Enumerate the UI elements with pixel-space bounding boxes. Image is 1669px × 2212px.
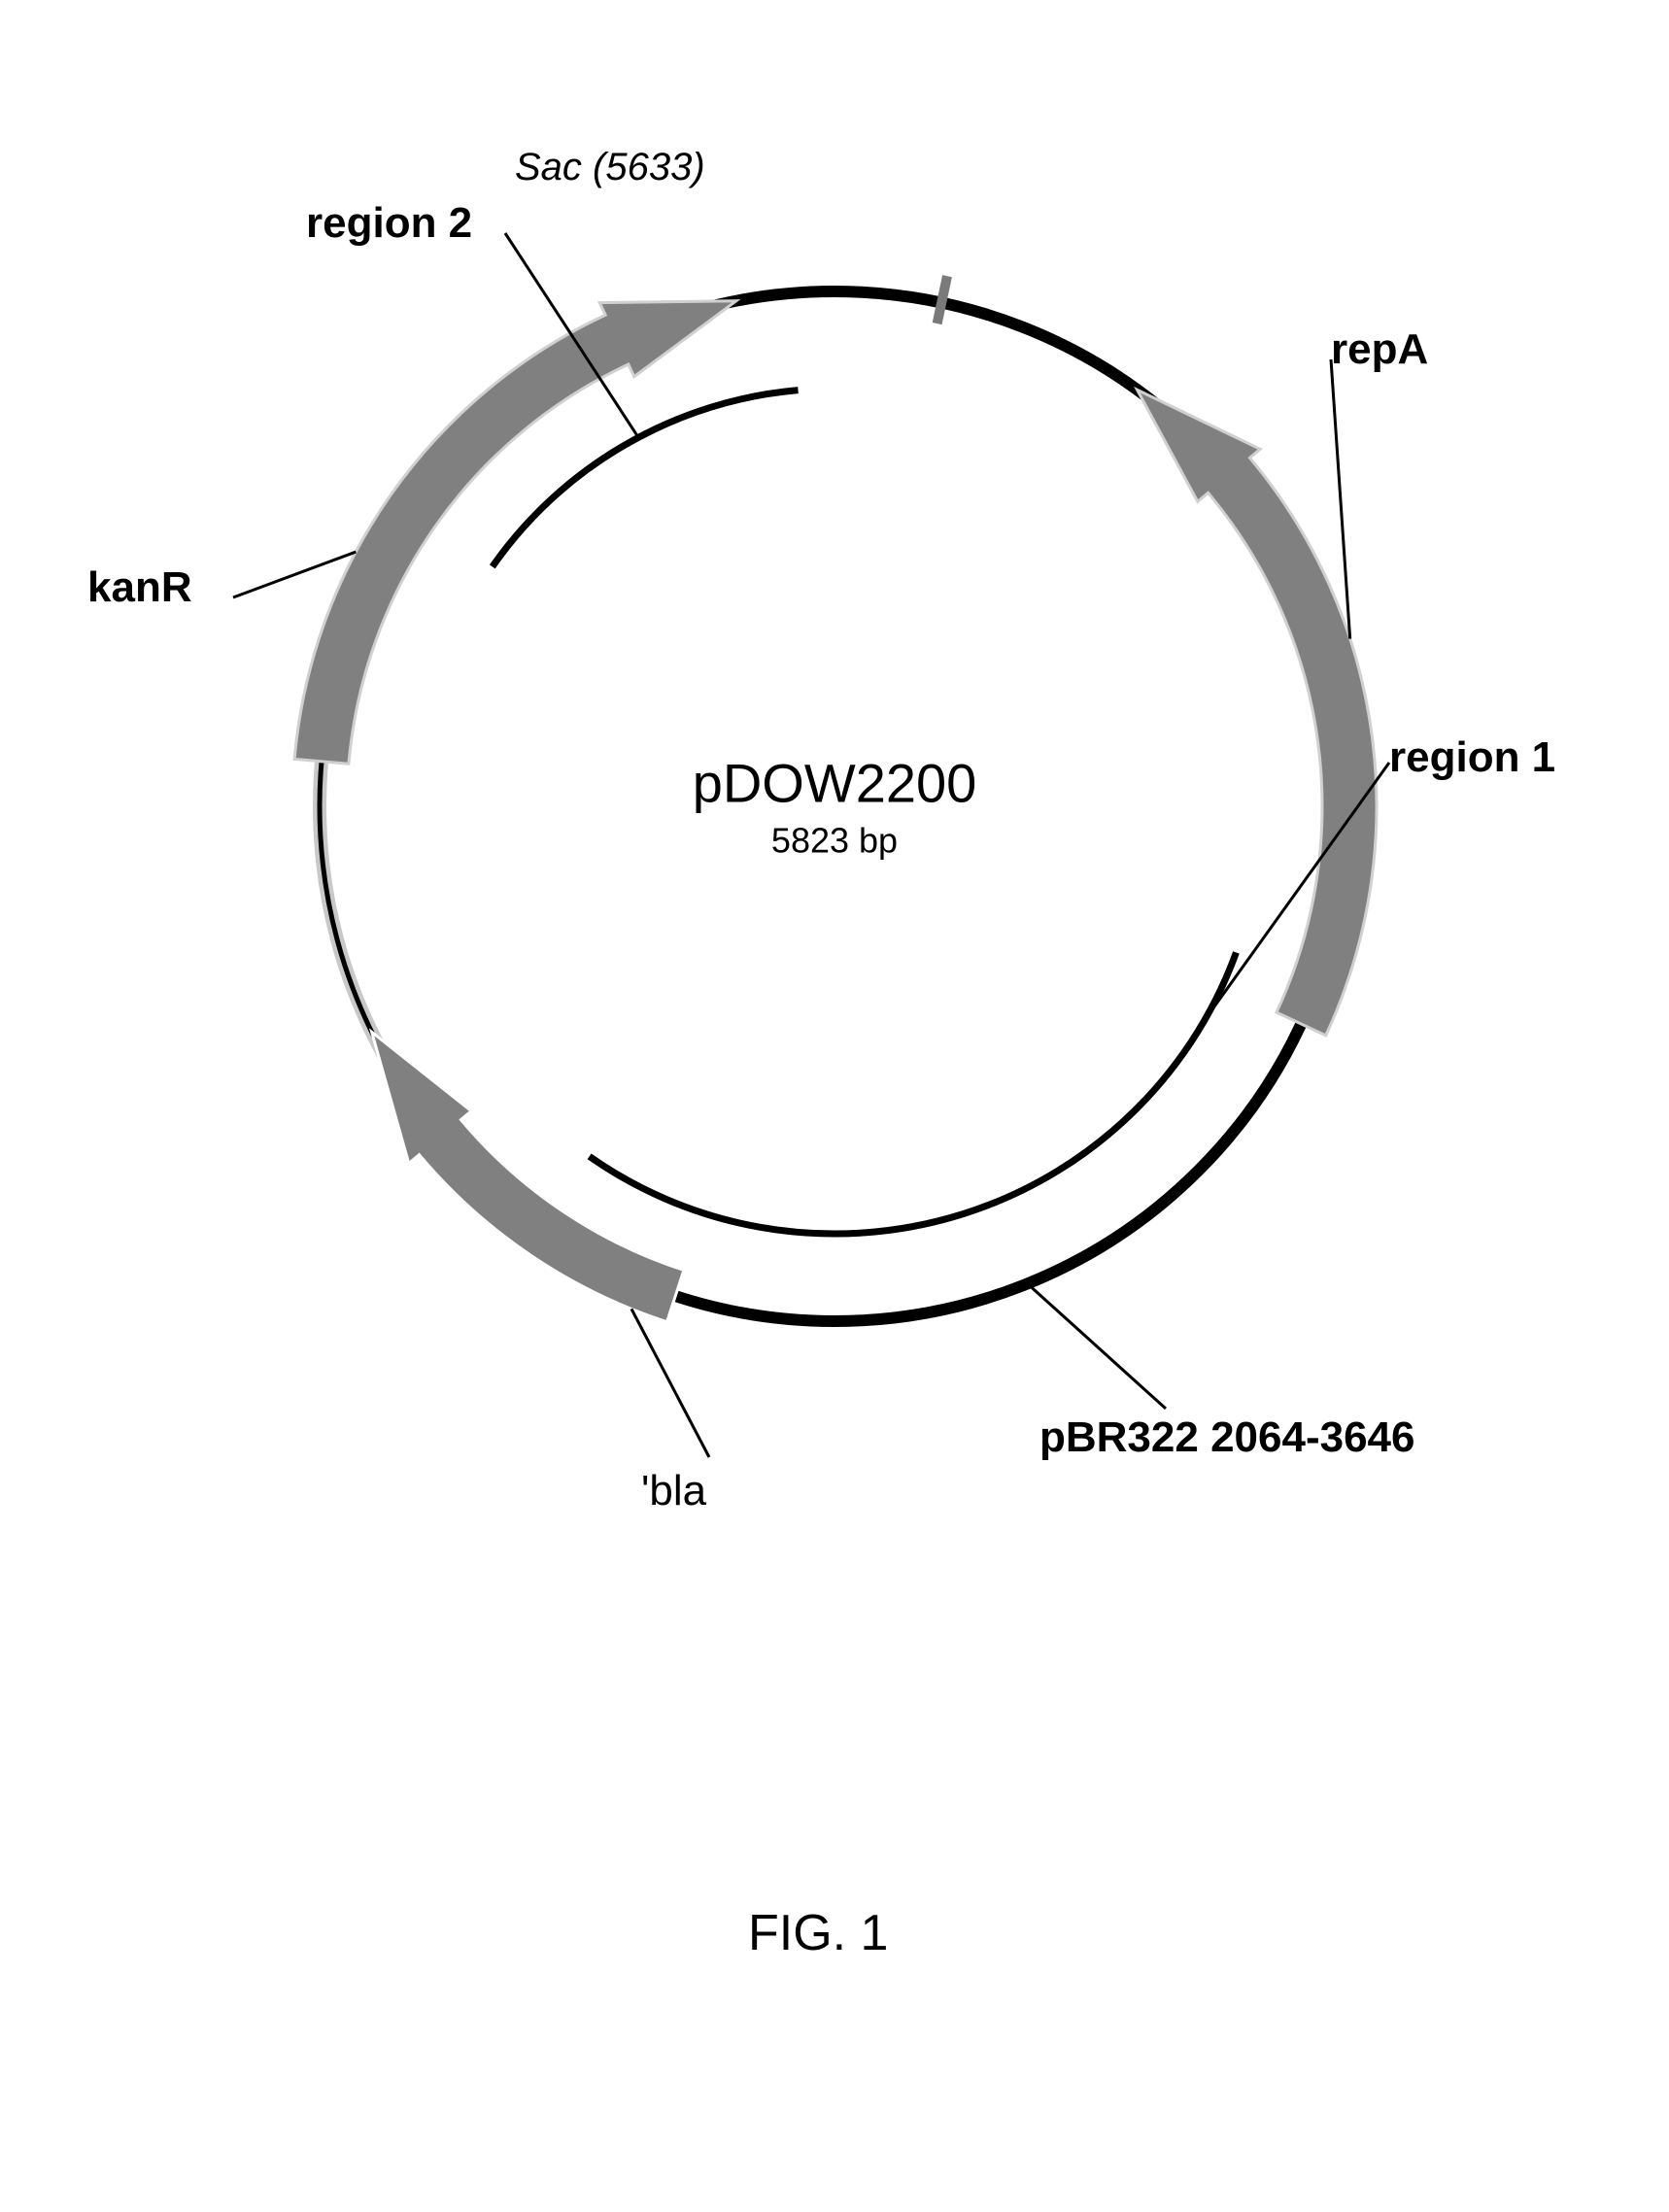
plasmid-center-label: pDOW2200 5823 bp (693, 752, 977, 862)
inner-arc-label-region1: region 1 (1389, 733, 1555, 782)
inner-arc-label-region2: region 2 (306, 199, 472, 248)
plasmid-name: pDOW2200 (693, 752, 977, 815)
plasmid-diagram-page: pDOW2200 5823 bp Sac (5633) repA 'bla ka… (0, 0, 1669, 2212)
figure-caption: FIG. 1 (748, 1904, 888, 1962)
feature-label-kanR: kanR (87, 563, 192, 612)
feature-label-bla: 'bla (641, 1467, 706, 1515)
inner-arc-label-pbr322: pBR322 2064-3646 (1039, 1413, 1414, 1462)
plasmid-size: 5823 bp (693, 821, 977, 862)
restriction-site-label: Sac (5633) (515, 146, 705, 189)
feature-label-repA: repA (1331, 325, 1428, 374)
